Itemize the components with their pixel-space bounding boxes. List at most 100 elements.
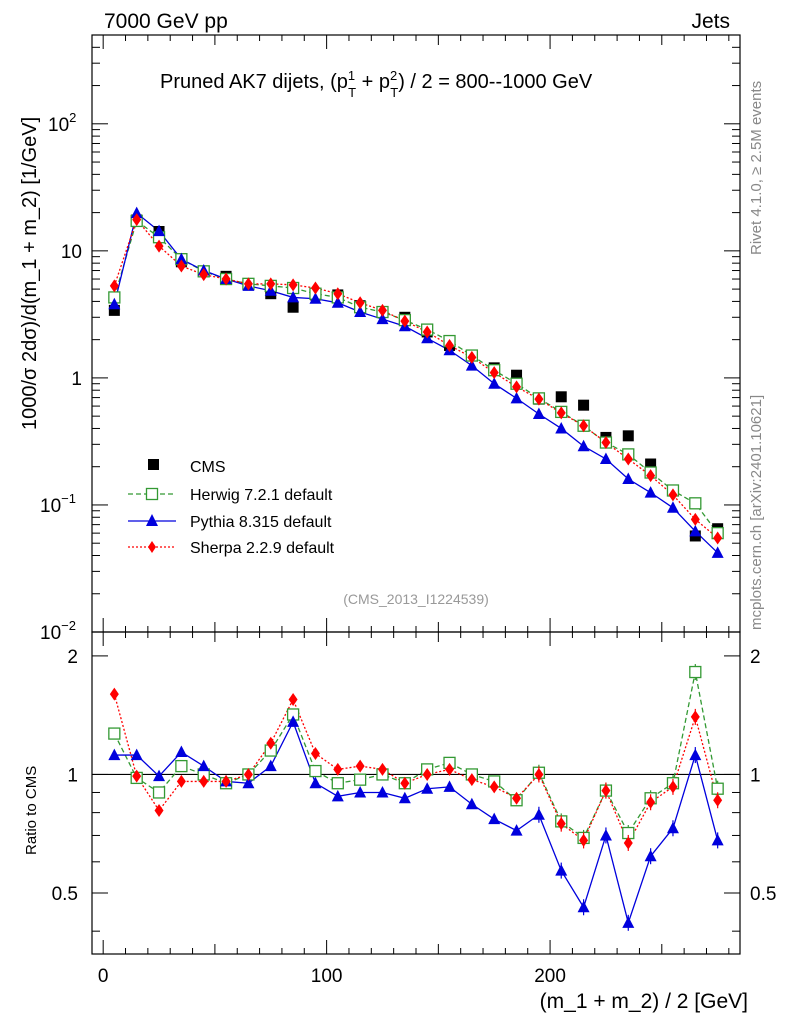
ratio-tick-label: 1 [67,765,78,786]
svg-text:Sherpa 2.2.9 default: Sherpa 2.2.9 default [190,540,335,557]
ratio-point-2-4 [199,774,209,788]
ratio-point-0-3 [175,759,188,773]
data-point-3-25 [668,488,678,502]
data-point-3-26 [690,512,700,526]
x-tick-label: 200 [534,966,566,987]
data-point-2-8 [287,290,300,303]
data-point-3-6 [243,277,253,291]
data-point-2-0 [108,297,121,310]
data-point-2-19 [532,407,545,419]
data-point-2-21 [577,439,590,452]
ratio-point-1-23 [622,916,635,928]
ratio-point-2-20 [556,817,566,831]
ratio-point-1-12 [376,785,389,798]
data-point-2-9 [309,292,322,304]
y-tick-label: 10−2 [40,618,76,644]
ratio-point-1-14 [421,782,434,794]
data-point-3-16 [467,350,477,364]
data-point-3-12 [377,303,387,317]
svg-text:Herwig 7.2.1 default: Herwig 7.2.1 default [190,487,333,504]
data-point-3-9 [310,281,320,295]
ratio-line-1 [114,720,719,926]
data-point-3-0 [109,279,119,293]
ratio-point-2-18 [512,791,522,805]
ratio-point-1-4 [197,759,210,772]
data-point-3-2 [154,239,164,253]
axes: 0 100 200 10−2 10−1 1 10 102 0.5 0.5 1 1 2 2 [40,34,776,987]
ratio-point-2-17 [489,780,499,794]
y-tick-label: 10−1 [40,491,76,517]
data-point-1-26 [689,497,702,510]
ratio-axis-label: Ratio to CMS [23,766,40,855]
data-point-3-27 [713,531,723,545]
ratio-point-1-17 [488,812,501,825]
data-point-3-19 [534,392,544,406]
data-point-3-18 [512,380,522,394]
ratio-point-2-1 [132,769,142,783]
ratio-line-2 [113,693,719,845]
ratio-point-0-0 [108,727,121,740]
ratio-point-2-15 [445,762,455,776]
data-point-3-20 [556,406,566,420]
data-point-0-8 [287,301,299,313]
ratio-point-2-2 [154,803,164,817]
ratio-point-1-2 [153,769,166,782]
ratio-point-1-1 [130,748,143,761]
ratio-point-1-7 [264,759,277,772]
data-point-3-21 [579,419,589,433]
data-point-2-20 [555,421,568,434]
ratio-tick-label: 0.5 [750,884,776,905]
ratio-point-2-16 [467,773,477,787]
data-point-3-10 [333,287,343,301]
y-tick-label: 1 [71,369,82,390]
ratio-tick-label: 2 [750,647,761,668]
data-point-2-1 [130,206,143,219]
data-point-0-23 [622,430,634,442]
ratio-point-0-2 [152,786,166,799]
data-point-2-22 [599,452,612,464]
y-tick-label: 102 [48,110,76,136]
data-point-3-3 [176,259,186,273]
data-point-2-18 [510,391,523,404]
data-point-3-15 [445,338,455,352]
ratio-point-2-11 [355,759,365,773]
ratio-tick-label: 2 [67,647,78,668]
ratio-point-1-10 [331,789,344,802]
header-right: Jets [691,10,730,33]
ratio-point-2-27 [713,793,723,807]
ratio-point-1-27 [711,833,724,846]
ratio-point-1-16 [465,797,478,810]
ratio-point-2-6 [243,767,253,781]
ratio-point-2-25 [668,780,678,794]
ratio-point-1-9 [309,776,322,789]
ratio-point-1-25 [666,821,679,834]
ratio-tick-label: 1 [750,765,761,786]
y-axis-label: 1000/σ 2dσ)/d(m_1 + m_2) [1/GeV] [19,117,41,430]
header-left: 7000 GeV pp [104,10,228,33]
ratio-point-1-19 [532,808,545,820]
ratio-point-1-0 [108,748,121,761]
analysis-id: (CMS_2013_I1224539) [343,591,489,607]
legend-pythia: Pythia 8.315 default [128,514,332,531]
data-point-3-24 [646,469,656,483]
ratio-point-2-9 [310,747,320,761]
data-point-2-27 [711,546,724,558]
plot-title: Pruned AK7 dijets, (p1 T + p2 T) / 2 = 800… [160,68,593,100]
ratio-point-2-21 [579,833,589,847]
ratio-point-2-7 [266,736,276,750]
ratio-point-2-13 [400,776,410,790]
data-point-3-23 [623,452,633,466]
ratio-tick-label: 0.5 [52,884,78,905]
ratio-point-1-11 [354,785,367,798]
ratio-point-0-10 [331,777,344,790]
y-tick-label: 10 [61,242,82,263]
ratio-point-1-20 [555,864,568,876]
series-line-2 [113,212,719,554]
data-point-3-8 [288,278,298,292]
data-point-2-2 [153,224,166,237]
series-line-3 [113,218,719,539]
data-point-3-1 [132,213,142,227]
data-point-2-16 [465,359,478,371]
data-point-2-23 [622,472,635,485]
